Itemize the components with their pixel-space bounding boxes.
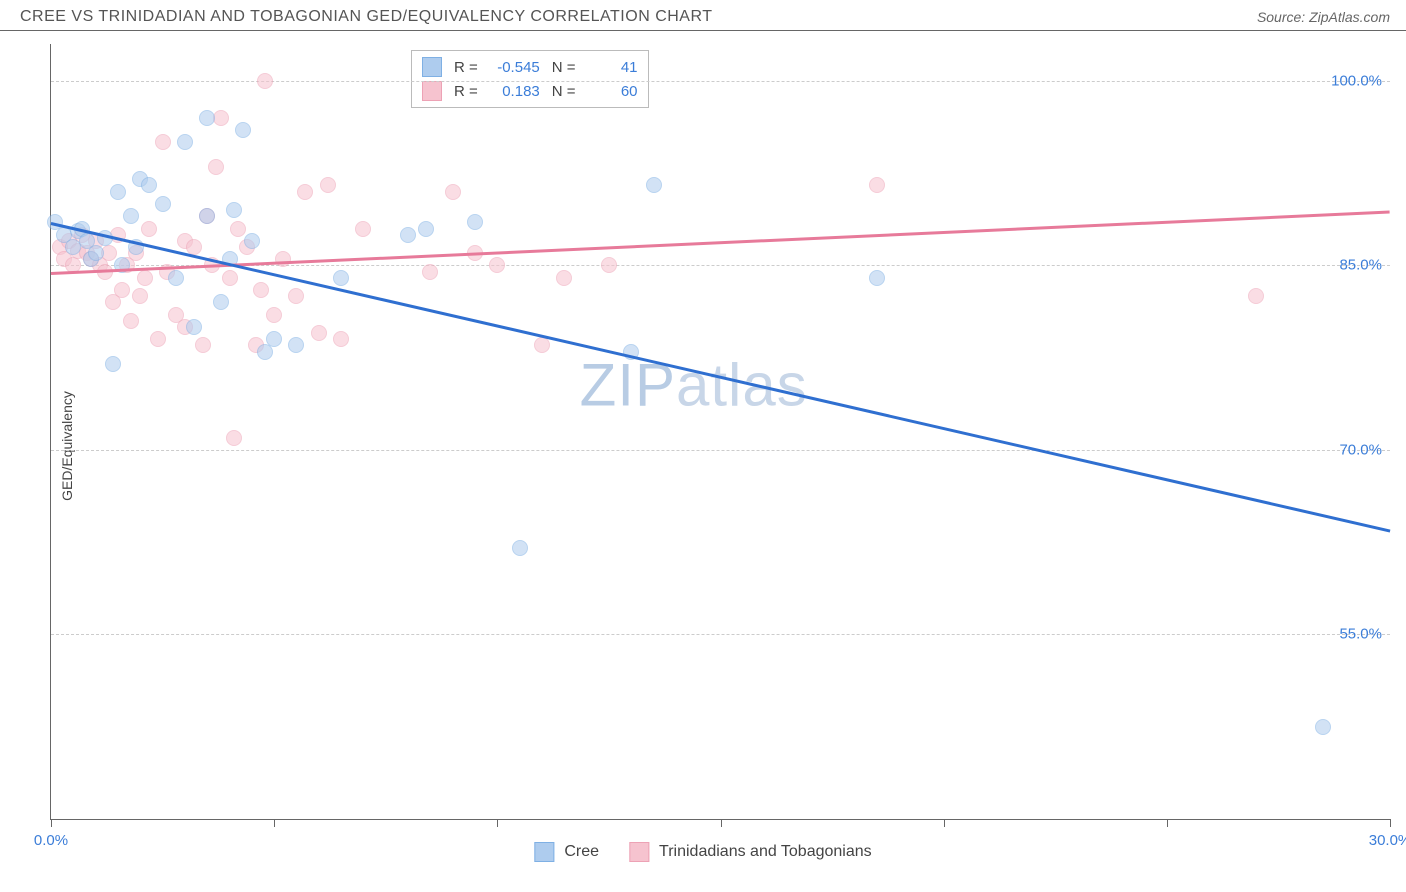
y-tick-label: 70.0% — [1339, 441, 1382, 458]
series2-point — [226, 430, 242, 446]
series2-point — [556, 270, 572, 286]
gridline — [51, 81, 1390, 82]
series2-point — [208, 159, 224, 175]
series2-point — [150, 331, 166, 347]
x-tick — [51, 819, 52, 827]
series2-point — [869, 177, 885, 193]
series1-point — [168, 270, 184, 286]
series2-point — [222, 270, 238, 286]
series2-point — [355, 221, 371, 237]
series2-point — [288, 288, 304, 304]
series1-point — [235, 122, 251, 138]
series2-point — [445, 184, 461, 200]
series-legend: Cree Trinidadians and Tobagonians — [534, 842, 871, 862]
series2-point — [297, 184, 313, 200]
series2-point — [266, 307, 282, 323]
y-tick-label: 85.0% — [1339, 257, 1382, 274]
gridline — [51, 450, 1390, 451]
series2-point — [114, 282, 130, 298]
y-tick-label: 55.0% — [1339, 626, 1382, 643]
x-tick — [497, 819, 498, 827]
series2-point — [320, 177, 336, 193]
series2-point — [534, 337, 550, 353]
chart-header: CREE VS TRINIDADIAN AND TOBAGONIAN GED/E… — [0, 0, 1406, 31]
x-tick — [1167, 819, 1168, 827]
series2-point — [230, 221, 246, 237]
x-tick — [721, 819, 722, 827]
gridline — [51, 634, 1390, 635]
series1-point — [199, 208, 215, 224]
series1-point — [467, 214, 483, 230]
series1-point — [88, 245, 104, 261]
series1-point — [110, 184, 126, 200]
series2-point — [601, 257, 617, 273]
series-legend-item-2: Trinidadians and Tobagonians — [629, 842, 872, 862]
series2-point — [253, 282, 269, 298]
series2-point — [141, 221, 157, 237]
series1-point — [105, 356, 121, 372]
series-legend-item-1: Cree — [534, 842, 599, 862]
y-tick-label: 100.0% — [1331, 72, 1382, 89]
series2-point — [137, 270, 153, 286]
series2-point — [422, 264, 438, 280]
x-tick — [944, 819, 945, 827]
series1-point — [869, 270, 885, 286]
series1-point — [141, 177, 157, 193]
series1-swatch-bottom — [534, 842, 554, 862]
series2-point — [333, 331, 349, 347]
series2-point — [489, 257, 505, 273]
series1-point — [333, 270, 349, 286]
x-tick-label: 0.0% — [34, 832, 68, 849]
series1-point — [199, 110, 215, 126]
series1-trendline — [51, 222, 1391, 532]
series1-point — [646, 177, 662, 193]
series1-point — [123, 208, 139, 224]
x-tick — [274, 819, 275, 827]
series2-point — [155, 134, 171, 150]
series1-point — [512, 540, 528, 556]
series2-point — [257, 73, 273, 89]
series2-point — [1248, 288, 1264, 304]
source-label: Source: ZipAtlas.com — [1257, 9, 1390, 25]
x-tick-label: 30.0% — [1369, 832, 1406, 849]
gridline — [51, 265, 1390, 266]
series1-point — [288, 337, 304, 353]
chart-title: CREE VS TRINIDADIAN AND TOBAGONIAN GED/E… — [20, 8, 713, 26]
series1-point — [186, 319, 202, 335]
series2-point — [195, 337, 211, 353]
series1-point — [213, 294, 229, 310]
series1-point — [400, 227, 416, 243]
correlation-legend: R = -0.545 N = 41 R = 0.183 N = 60 — [411, 50, 649, 108]
series2-swatch-bottom — [629, 842, 649, 862]
series1-point — [244, 233, 260, 249]
series1-point — [1315, 719, 1331, 735]
watermark: ZIPatlas — [580, 351, 808, 420]
series1-swatch — [422, 57, 442, 77]
series2-swatch — [422, 81, 442, 101]
x-tick — [1390, 819, 1391, 827]
series1-point — [155, 196, 171, 212]
series1-point — [418, 221, 434, 237]
correlation-legend-row-1: R = -0.545 N = 41 — [422, 55, 638, 79]
series2-point — [123, 313, 139, 329]
series1-point — [226, 202, 242, 218]
series2-point — [132, 288, 148, 304]
series1-point — [177, 134, 193, 150]
series2-point — [275, 251, 291, 267]
correlation-legend-row-2: R = 0.183 N = 60 — [422, 79, 638, 103]
chart-plot-area: ZIPatlas R = -0.545 N = 41 R = 0.183 N =… — [50, 44, 1390, 820]
series1-point — [266, 331, 282, 347]
series2-point — [311, 325, 327, 341]
